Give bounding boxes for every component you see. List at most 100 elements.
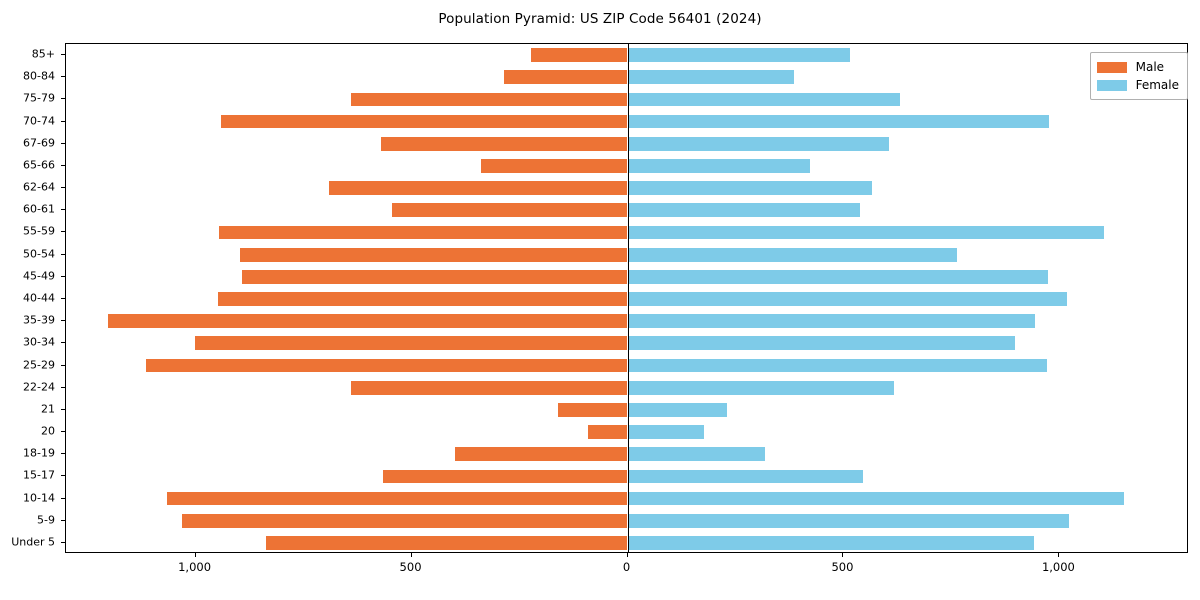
bar-row: [66, 203, 1187, 218]
y-tick-mark: [61, 120, 65, 122]
y-tick-label: 25-29: [23, 358, 55, 372]
bar-male[interactable]: [241, 269, 628, 284]
legend-swatch-icon: [1096, 61, 1127, 73]
bar-male[interactable]: [329, 181, 628, 195]
bar-female[interactable]: [627, 159, 811, 173]
bar-row: [66, 247, 1187, 262]
bar-male[interactable]: [166, 491, 628, 506]
bar-female[interactable]: [627, 181, 872, 195]
bar-male[interactable]: [194, 336, 628, 351]
legend-label: Female: [1135, 78, 1179, 92]
bar-female[interactable]: [627, 402, 728, 417]
bar-row: [66, 70, 1187, 85]
bar-row: [66, 314, 1187, 329]
bar-female[interactable]: [627, 469, 863, 484]
y-tick-mark: [61, 54, 65, 56]
y-tick-mark: [61, 364, 65, 366]
bar-female[interactable]: [627, 447, 765, 462]
bar-row: [66, 469, 1187, 484]
bar-male[interactable]: [392, 203, 628, 218]
y-tick-label: 18-19: [23, 446, 55, 460]
bar-female[interactable]: [627, 114, 1049, 129]
bar-male[interactable]: [239, 247, 628, 262]
bar-row: [66, 358, 1187, 373]
y-tick-mark: [61, 519, 65, 521]
y-tick-label: 62-64: [23, 180, 55, 194]
bar-female[interactable]: [627, 203, 860, 218]
bar-row: [66, 447, 1187, 462]
bar-male[interactable]: [145, 358, 628, 373]
bar-female[interactable]: [627, 225, 1105, 240]
bar-male[interactable]: [454, 447, 628, 462]
y-tick-label: Under 5: [11, 535, 55, 549]
y-tick-label: 21: [41, 402, 55, 416]
bar-row: [66, 536, 1187, 550]
bar-male[interactable]: [530, 48, 628, 62]
bar-male[interactable]: [503, 70, 628, 85]
y-tick-mark: [61, 541, 65, 543]
bar-row: [66, 114, 1187, 129]
y-tick-label: 55-59: [23, 224, 55, 238]
bar-male[interactable]: [351, 92, 628, 107]
legend-item[interactable]: Male: [1096, 58, 1179, 76]
bar-male[interactable]: [587, 425, 628, 439]
x-tick-mark: [194, 553, 196, 557]
y-tick-mark: [61, 142, 65, 144]
bar-female[interactable]: [627, 70, 794, 85]
x-tick-label: 0: [622, 560, 631, 574]
bar-female[interactable]: [627, 425, 704, 439]
bar-row: [66, 336, 1187, 351]
bar-male[interactable]: [557, 402, 628, 417]
y-tick-mark: [61, 431, 65, 433]
x-tick-mark: [1058, 553, 1060, 557]
legend-item[interactable]: Female: [1096, 76, 1179, 94]
y-tick-label: 65-66: [23, 158, 55, 172]
y-tick-label: 30-34: [23, 335, 55, 349]
chart-legend: Male Female: [1089, 52, 1188, 100]
bar-male[interactable]: [181, 513, 628, 528]
bar-female[interactable]: [627, 48, 850, 62]
bar-female[interactable]: [627, 136, 889, 151]
bar-female[interactable]: [627, 247, 957, 262]
bar-male[interactable]: [107, 314, 628, 329]
bar-female[interactable]: [627, 358, 1048, 373]
bar-row: [66, 159, 1187, 173]
bar-female[interactable]: [627, 336, 1015, 351]
bar-row: [66, 48, 1187, 62]
bar-row: [66, 92, 1187, 107]
bar-female[interactable]: [627, 314, 1036, 329]
bar-male[interactable]: [480, 159, 628, 173]
bar-male[interactable]: [383, 469, 628, 484]
bar-row: [66, 181, 1187, 195]
y-tick-label: 5-9: [37, 513, 55, 527]
bar-male[interactable]: [221, 114, 628, 129]
y-tick-label: 45-49: [23, 269, 55, 283]
y-tick-mark: [61, 231, 65, 233]
bar-female[interactable]: [627, 380, 894, 395]
y-tick-label: 60-61: [23, 202, 55, 216]
bar-row: [66, 425, 1187, 439]
x-tick-label: 1,000: [178, 560, 212, 574]
y-tick-mark: [61, 298, 65, 299]
bar-female[interactable]: [627, 92, 900, 107]
bar-male[interactable]: [381, 136, 628, 151]
bar-male[interactable]: [217, 292, 628, 306]
bar-female[interactable]: [627, 536, 1034, 550]
y-tick-mark: [61, 209, 65, 211]
bar-female[interactable]: [627, 269, 1049, 284]
y-tick-label: 40-44: [23, 291, 55, 305]
bar-female[interactable]: [627, 292, 1068, 306]
x-axis: 1,000 500 0 500 1,000: [65, 553, 1188, 593]
bar-male[interactable]: [219, 225, 628, 240]
bar-female[interactable]: [627, 491, 1125, 506]
y-tick-label: 70-74: [23, 114, 55, 128]
zero-axis-line: [627, 44, 629, 552]
y-axis: 85+ 80-84 75-79 70-74 67-69 65-66 62-64 60-61 55…: [0, 43, 65, 553]
legend-swatch-icon: [1096, 79, 1127, 91]
bar-male[interactable]: [265, 536, 628, 550]
bars-layer: [66, 44, 1187, 552]
bar-female[interactable]: [627, 513, 1070, 528]
legend-label: Male: [1135, 60, 1165, 74]
bar-row: [66, 380, 1187, 395]
bar-male[interactable]: [351, 380, 628, 395]
